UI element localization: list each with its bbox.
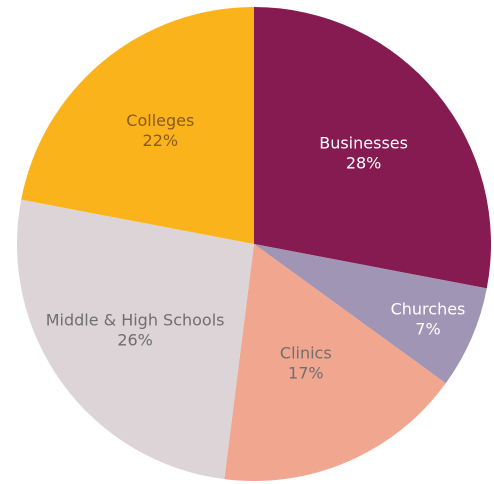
slice-category-label: Clinics [280, 344, 332, 363]
slice-value-label: 28% [346, 153, 382, 172]
slice-category-label: Churches [391, 299, 466, 318]
slice-category-label: Businesses [319, 133, 408, 152]
slice-value-label: 22% [143, 131, 179, 150]
slice-category-label: Middle & High Schools [46, 310, 225, 329]
slice-value-label: 17% [288, 364, 324, 383]
slice-value-label: 7% [415, 319, 440, 338]
slice-category-label: Colleges [126, 111, 194, 130]
pie-slices [17, 7, 491, 481]
slice-value-label: 26% [117, 330, 153, 349]
